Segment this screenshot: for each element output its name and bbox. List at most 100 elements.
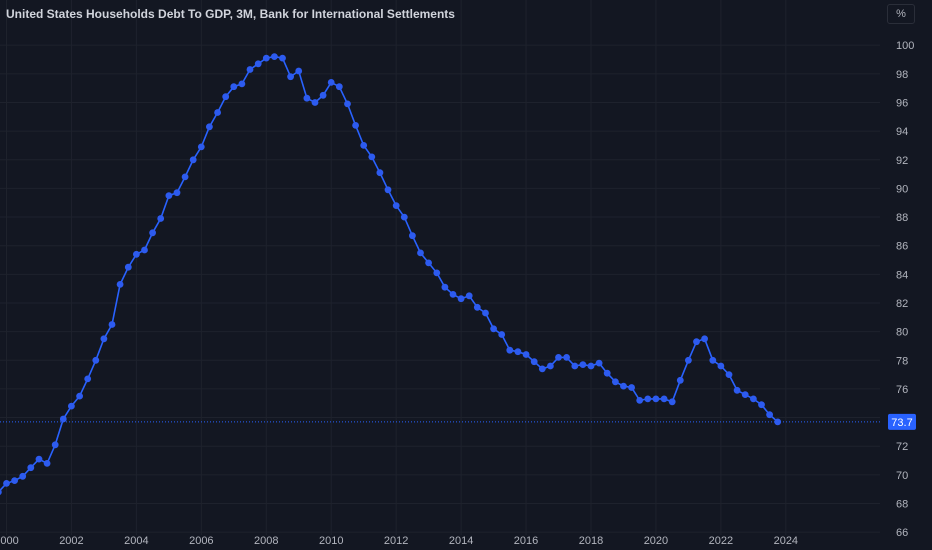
unit-button[interactable]: % (887, 4, 915, 24)
data-point[interactable] (409, 232, 416, 240)
data-point[interactable] (19, 472, 27, 480)
data-point[interactable] (417, 249, 424, 257)
data-point[interactable] (603, 369, 611, 377)
data-point[interactable] (189, 156, 197, 164)
data-point[interactable] (108, 321, 116, 328)
data-point[interactable] (425, 259, 432, 267)
data-point[interactable] (303, 94, 311, 102)
data-point[interactable] (92, 356, 100, 364)
data-point[interactable] (766, 411, 773, 419)
data-point[interactable] (0, 489, 2, 496)
data-point[interactable] (563, 354, 570, 361)
data-point[interactable] (555, 354, 562, 361)
data-point[interactable] (660, 395, 668, 403)
data-point[interactable] (287, 73, 294, 81)
data-point[interactable] (628, 384, 635, 391)
data-point[interactable] (579, 361, 587, 368)
data-point[interactable] (141, 246, 148, 254)
data-point[interactable] (668, 398, 676, 406)
data-point[interactable] (774, 418, 782, 426)
data-point[interactable] (149, 229, 157, 237)
data-point[interactable] (157, 215, 165, 222)
data-point[interactable] (222, 93, 230, 101)
data-point[interactable] (733, 386, 741, 394)
data-point[interactable] (473, 303, 481, 311)
data-point[interactable] (750, 395, 757, 403)
data-point[interactable] (238, 80, 246, 88)
data-point[interactable] (725, 371, 733, 378)
data-point[interactable] (116, 281, 124, 288)
data-point[interactable] (262, 54, 270, 62)
data-point[interactable] (76, 392, 83, 400)
data-point[interactable] (612, 378, 619, 386)
data-point[interactable] (433, 269, 441, 277)
data-point[interactable] (327, 79, 335, 86)
data-point[interactable] (392, 202, 400, 210)
data-point[interactable] (173, 189, 181, 197)
data-point[interactable] (246, 66, 254, 73)
data-point[interactable] (652, 395, 660, 403)
data-point[interactable] (206, 123, 213, 131)
data-point[interactable] (400, 213, 408, 221)
data-point[interactable] (587, 362, 595, 370)
data-point[interactable] (344, 100, 351, 108)
data-point[interactable] (644, 395, 652, 403)
data-point[interactable] (279, 54, 286, 62)
data-point[interactable] (35, 455, 43, 463)
data-point[interactable] (197, 143, 205, 151)
data-point[interactable] (360, 142, 368, 149)
data-point[interactable] (68, 402, 75, 410)
data-point[interactable] (181, 173, 189, 181)
y-tick-label: 94 (896, 126, 908, 138)
data-point[interactable] (620, 382, 627, 390)
data-point[interactable] (741, 391, 749, 398)
data-point[interactable] (693, 338, 700, 346)
data-point[interactable] (124, 263, 132, 271)
data-point[interactable] (368, 153, 376, 161)
data-point[interactable] (295, 67, 303, 75)
data-point[interactable] (685, 356, 692, 364)
data-point[interactable] (636, 397, 644, 404)
data-point[interactable] (43, 460, 51, 467)
data-point[interactable] (352, 122, 359, 129)
data-point[interactable] (51, 441, 59, 449)
data-point[interactable] (214, 109, 222, 116)
data-point[interactable] (311, 99, 319, 106)
data-point[interactable] (271, 53, 278, 60)
data-point[interactable] (133, 250, 140, 258)
data-point[interactable] (100, 335, 108, 343)
data-point[interactable] (571, 362, 579, 370)
data-point[interactable] (758, 401, 765, 409)
data-point[interactable] (254, 60, 262, 68)
data-point[interactable] (506, 346, 514, 354)
data-point[interactable] (465, 292, 473, 300)
data-point[interactable] (230, 83, 238, 91)
data-point[interactable] (84, 375, 92, 383)
data-point[interactable] (676, 376, 684, 384)
data-point[interactable] (498, 331, 506, 338)
data-point[interactable] (384, 186, 392, 194)
data-point[interactable] (709, 356, 717, 364)
data-point[interactable] (547, 362, 554, 370)
data-point[interactable] (27, 464, 35, 472)
data-point[interactable] (717, 362, 725, 370)
data-point[interactable] (335, 83, 343, 91)
data-point[interactable] (530, 358, 538, 366)
data-point[interactable] (11, 477, 18, 484)
data-point[interactable] (522, 351, 530, 358)
data-point[interactable] (165, 192, 173, 200)
data-point[interactable] (595, 359, 603, 367)
data-point[interactable] (457, 295, 465, 303)
data-point[interactable] (701, 335, 708, 343)
data-point[interactable] (449, 291, 457, 298)
data-point[interactable] (59, 415, 67, 423)
data-point[interactable] (376, 169, 384, 177)
data-point[interactable] (441, 283, 449, 291)
data-point[interactable] (319, 91, 327, 99)
data-point[interactable] (482, 309, 489, 317)
data-point[interactable] (514, 348, 522, 356)
data-point[interactable] (3, 480, 10, 487)
data-point[interactable] (490, 325, 497, 333)
data-point[interactable] (538, 365, 546, 373)
